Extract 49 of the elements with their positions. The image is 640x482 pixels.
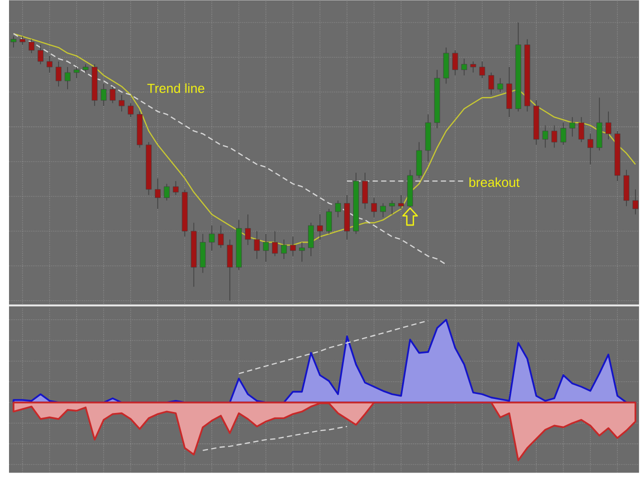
candlestick xyxy=(110,86,116,104)
candlestick xyxy=(398,194,404,210)
candlestick xyxy=(461,58,468,76)
annotation: breakout xyxy=(469,177,520,188)
candlestick xyxy=(326,208,332,234)
candlestick xyxy=(56,61,62,87)
candlestick xyxy=(605,111,612,140)
candlestick xyxy=(154,178,161,210)
candlestick xyxy=(587,133,594,165)
candlestick xyxy=(64,66,71,90)
candlestick xyxy=(28,38,34,54)
candlestick xyxy=(218,225,224,248)
candlestick xyxy=(290,236,296,257)
candlestick xyxy=(308,222,314,257)
candlestick xyxy=(254,230,260,260)
candlestick xyxy=(208,225,215,252)
candlestick xyxy=(569,116,576,138)
candlestick xyxy=(542,125,548,148)
candlestick xyxy=(452,50,458,76)
candlestick xyxy=(164,184,170,202)
candlestick xyxy=(578,116,584,143)
candlestick xyxy=(497,78,504,93)
candlestick xyxy=(281,239,287,260)
candlestick xyxy=(10,36,16,48)
candlestick xyxy=(560,122,566,146)
candlestick xyxy=(262,234,269,262)
candlestick xyxy=(632,189,638,215)
candlestick xyxy=(226,239,233,302)
candlestick xyxy=(172,180,179,196)
candlestick xyxy=(272,230,278,257)
candlestick xyxy=(380,203,386,218)
candlestick xyxy=(317,214,323,240)
candlestick xyxy=(470,61,476,74)
candlestick xyxy=(551,125,558,148)
candlestick xyxy=(128,102,134,118)
candlestick xyxy=(46,56,52,74)
candlestick xyxy=(389,200,395,215)
candlestick xyxy=(100,83,107,106)
candlestick xyxy=(371,197,377,218)
candlestick xyxy=(488,72,494,96)
candlestick xyxy=(118,94,125,112)
candlestick xyxy=(335,200,341,218)
candlestick xyxy=(74,66,80,79)
candlestick xyxy=(299,242,305,262)
candlestick xyxy=(362,172,368,210)
candlestick xyxy=(38,44,44,65)
candlestick xyxy=(479,61,486,79)
candlestick xyxy=(244,214,251,246)
annotation: Trend line xyxy=(147,83,204,94)
